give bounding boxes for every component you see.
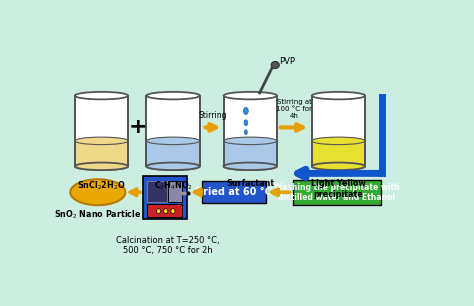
Bar — [224, 95, 277, 166]
FancyBboxPatch shape — [201, 181, 266, 203]
Text: Washing the precipitate with
distilled water and Ethanol: Washing the precipitate with distilled w… — [274, 183, 400, 202]
Text: Light Yellow
precipitate: Light Yellow precipitate — [311, 179, 366, 199]
Text: PVP: PVP — [279, 57, 295, 66]
Ellipse shape — [146, 92, 200, 99]
Ellipse shape — [224, 92, 277, 99]
Bar — [75, 141, 128, 166]
Ellipse shape — [224, 137, 277, 145]
Ellipse shape — [224, 162, 277, 170]
Bar — [146, 181, 167, 202]
Ellipse shape — [70, 179, 125, 205]
Text: Stirring at
100 °C for
4h: Stirring at 100 °C for 4h — [276, 99, 312, 119]
FancyBboxPatch shape — [292, 180, 381, 205]
Bar — [168, 181, 182, 202]
Ellipse shape — [164, 209, 168, 214]
Text: SnO$_2$ Nano Particle: SnO$_2$ Nano Particle — [54, 209, 141, 221]
Text: C$_2$H$_4$NO$_2$: C$_2$H$_4$NO$_2$ — [154, 179, 192, 192]
Text: SnCl$_2$2H$_2$O: SnCl$_2$2H$_2$O — [77, 179, 126, 192]
Ellipse shape — [156, 209, 161, 214]
Ellipse shape — [312, 137, 365, 145]
Text: Calcination at T=250 °C,
500 °C, 750 °C for 2h: Calcination at T=250 °C, 500 °C, 750 °C … — [116, 236, 219, 255]
Ellipse shape — [312, 162, 365, 170]
Bar — [146, 141, 200, 166]
Ellipse shape — [146, 162, 200, 170]
Bar — [224, 141, 277, 166]
Bar — [75, 95, 128, 166]
Text: Dried at 60 °C: Dried at 60 °C — [195, 187, 272, 197]
Bar — [312, 95, 365, 166]
Ellipse shape — [146, 162, 200, 170]
Bar — [146, 95, 200, 166]
Text: Surfactant: Surfactant — [226, 179, 274, 188]
Bar — [312, 141, 365, 166]
Ellipse shape — [146, 137, 200, 145]
Ellipse shape — [75, 137, 128, 145]
Bar — [146, 203, 182, 217]
Ellipse shape — [244, 120, 248, 126]
Ellipse shape — [245, 130, 247, 135]
Text: +: + — [128, 118, 147, 137]
Ellipse shape — [75, 92, 128, 99]
Ellipse shape — [244, 107, 248, 114]
Ellipse shape — [75, 162, 128, 170]
FancyBboxPatch shape — [143, 176, 187, 219]
Text: Stirring: Stirring — [199, 111, 227, 120]
Ellipse shape — [312, 92, 365, 99]
Ellipse shape — [312, 162, 365, 170]
Ellipse shape — [75, 162, 128, 170]
Ellipse shape — [271, 62, 279, 69]
Ellipse shape — [224, 162, 277, 170]
Ellipse shape — [171, 209, 175, 214]
